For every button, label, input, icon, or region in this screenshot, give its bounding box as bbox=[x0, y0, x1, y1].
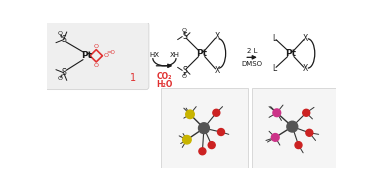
Text: Pt: Pt bbox=[285, 49, 296, 58]
Circle shape bbox=[186, 110, 194, 119]
Text: O: O bbox=[57, 31, 62, 36]
Text: X: X bbox=[214, 66, 220, 75]
Text: O: O bbox=[94, 44, 99, 49]
Text: X: X bbox=[214, 32, 220, 41]
Circle shape bbox=[213, 109, 220, 116]
Text: 1: 1 bbox=[130, 73, 137, 83]
Text: X: X bbox=[303, 64, 308, 73]
Circle shape bbox=[183, 136, 191, 144]
Text: =O: =O bbox=[107, 50, 115, 55]
Circle shape bbox=[217, 129, 225, 136]
Text: CO₂: CO₂ bbox=[157, 72, 172, 81]
Text: L: L bbox=[272, 64, 277, 73]
FancyBboxPatch shape bbox=[162, 88, 248, 168]
Circle shape bbox=[287, 121, 298, 132]
Text: S: S bbox=[61, 68, 66, 77]
Circle shape bbox=[303, 109, 310, 116]
Text: DMSO: DMSO bbox=[241, 61, 263, 67]
Text: L: L bbox=[272, 34, 277, 43]
Text: O: O bbox=[104, 53, 109, 58]
Circle shape bbox=[198, 123, 209, 134]
Text: H₂O: H₂O bbox=[156, 80, 173, 89]
Circle shape bbox=[208, 142, 215, 149]
Text: X: X bbox=[303, 34, 308, 43]
Text: S: S bbox=[182, 32, 187, 41]
Text: Pt: Pt bbox=[196, 49, 207, 58]
Circle shape bbox=[295, 142, 302, 149]
Text: Pt: Pt bbox=[81, 51, 93, 60]
Text: XH: XH bbox=[169, 52, 179, 58]
Text: HX: HX bbox=[149, 52, 159, 58]
Text: S: S bbox=[61, 35, 66, 44]
Text: O: O bbox=[57, 76, 62, 81]
Circle shape bbox=[306, 129, 313, 136]
Circle shape bbox=[273, 109, 280, 117]
Text: O: O bbox=[181, 74, 186, 79]
FancyBboxPatch shape bbox=[45, 22, 149, 90]
Text: S: S bbox=[182, 66, 187, 75]
Text: 2 L: 2 L bbox=[247, 48, 257, 54]
FancyBboxPatch shape bbox=[252, 88, 336, 168]
Text: O: O bbox=[181, 28, 186, 33]
Circle shape bbox=[199, 148, 206, 155]
Text: O: O bbox=[94, 63, 99, 67]
Circle shape bbox=[272, 134, 279, 141]
